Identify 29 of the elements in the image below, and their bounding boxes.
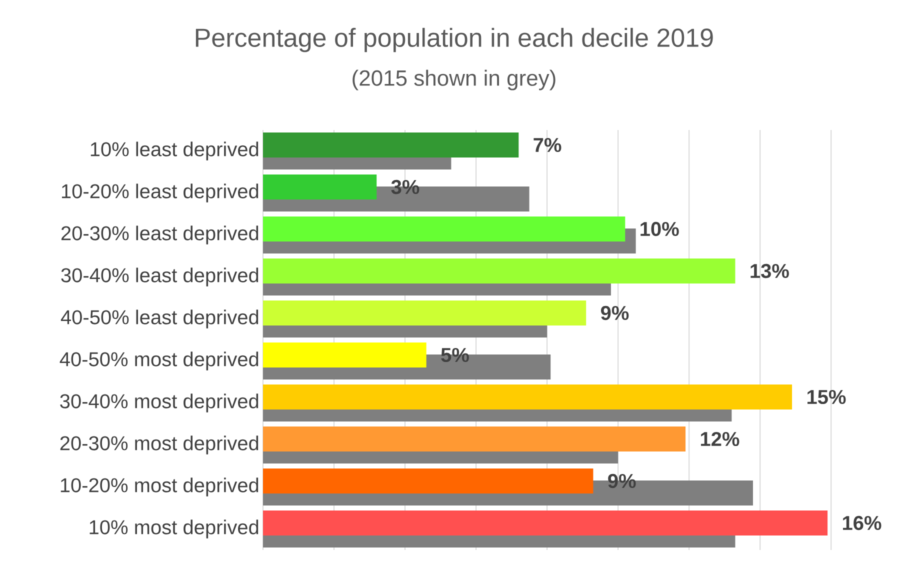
bar	[263, 258, 736, 284]
data-label: 7%	[534, 138, 562, 152]
y-tick-label: 10% least deprived	[90, 142, 258, 160]
y-tick-label: 20-30% most deprived	[60, 436, 258, 454]
bar	[263, 216, 626, 242]
y-tick-label: 10-20% least deprived	[62, 184, 258, 202]
data-label: 16%	[842, 516, 882, 530]
bar	[263, 132, 519, 158]
y-tick-label: 20-30% least deprived	[61, 226, 258, 244]
bar	[263, 468, 594, 494]
chart-subtitle: (2015 shown in grey)	[352, 70, 556, 90]
bar	[263, 342, 426, 368]
y-tick-label: 40-50% most deprived	[60, 352, 258, 370]
bar	[263, 384, 792, 410]
bar	[263, 300, 586, 326]
y-tick-label: 30-40% most deprived	[60, 394, 258, 412]
data-label: 9%	[600, 306, 629, 320]
chart-title: Percentage of population in each decile 2019	[196, 28, 713, 52]
bar	[263, 510, 828, 536]
y-tick-label: 30-40% least deprived	[61, 268, 258, 286]
y-tick-label: 10% most deprived	[90, 520, 258, 538]
data-label: 10%	[640, 222, 679, 236]
y-tick-label: 10-20% most deprived	[60, 478, 258, 496]
data-label: 12%	[700, 432, 740, 446]
data-label: 15%	[807, 390, 846, 404]
y-tick-label: 40-50% least deprived	[60, 310, 258, 328]
bar	[263, 426, 686, 452]
data-label: 13%	[750, 264, 789, 278]
bar	[263, 174, 377, 200]
